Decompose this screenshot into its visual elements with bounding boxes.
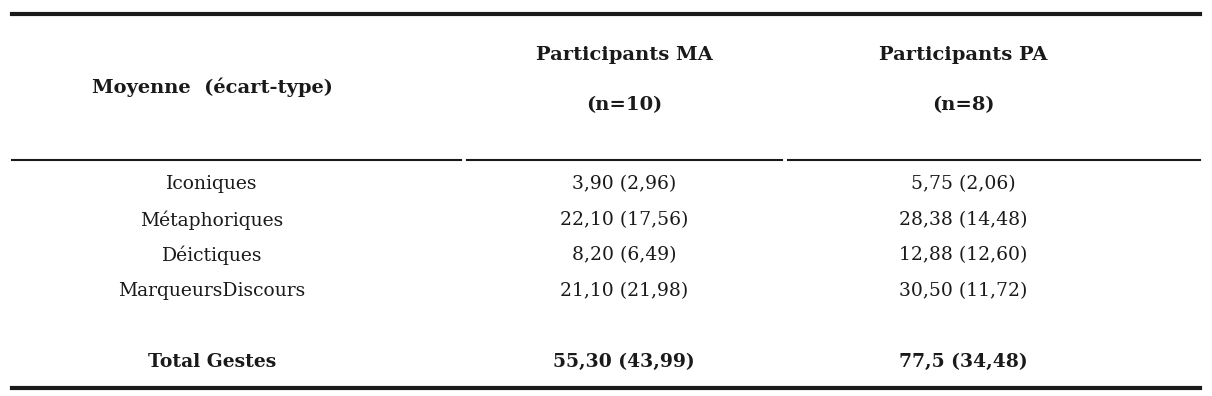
Text: (n=10): (n=10) [587, 96, 662, 114]
Text: Iconiques: Iconiques [166, 175, 258, 193]
Text: Total Gestes: Total Gestes [148, 353, 276, 371]
Text: Moyenne  (écart-type): Moyenne (écart-type) [92, 77, 332, 97]
Text: 22,10 (17,56): 22,10 (17,56) [560, 211, 688, 229]
Text: 77,5 (34,48): 77,5 (34,48) [899, 353, 1028, 371]
Text: (n=8): (n=8) [932, 96, 995, 114]
Text: 5,75 (2,06): 5,75 (2,06) [911, 175, 1016, 193]
Text: 3,90 (2,96): 3,90 (2,96) [572, 175, 676, 193]
Text: 8,20 (6,49): 8,20 (6,49) [572, 246, 676, 265]
Text: 21,10 (21,98): 21,10 (21,98) [560, 282, 688, 300]
Text: 28,38 (14,48): 28,38 (14,48) [899, 211, 1028, 229]
Text: 30,50 (11,72): 30,50 (11,72) [899, 282, 1028, 300]
Text: Participants MA: Participants MA [536, 46, 713, 65]
Text: Métaphoriques: Métaphoriques [141, 210, 284, 230]
Text: Déictiques: Déictiques [162, 246, 262, 265]
Text: MarqueursDiscours: MarqueursDiscours [119, 282, 305, 300]
Text: Participants PA: Participants PA [880, 46, 1047, 65]
Text: 12,88 (12,60): 12,88 (12,60) [899, 246, 1028, 265]
Text: 55,30 (43,99): 55,30 (43,99) [554, 353, 694, 371]
